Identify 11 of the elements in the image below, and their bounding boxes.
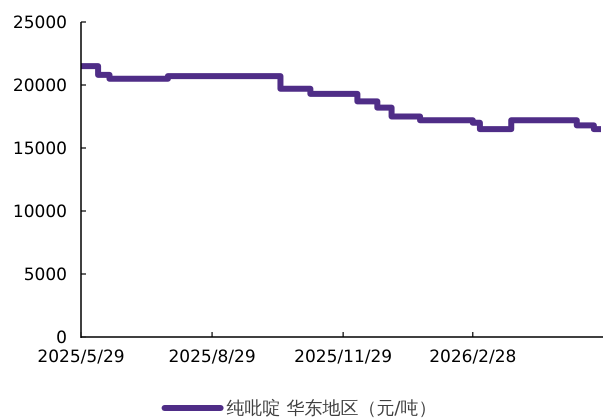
x-tick-label: 2025/11/29 [294,347,392,367]
y-tick-label: 0 [56,328,67,348]
y-tick-label: 25000 [12,13,67,33]
y-tick-label: 15000 [12,139,67,159]
y-tick-label: 5000 [24,265,67,285]
x-tick-label: 2026/2/28 [429,347,516,367]
y-tick-label: 10000 [12,202,67,222]
legend-label: 纯吡啶 华东地区（元/吨） [226,398,436,419]
x-tick-label: 2025/5/29 [37,347,125,367]
y-tick-label: 20000 [12,76,67,96]
x-tick-label: 2025/8/29 [168,347,256,367]
